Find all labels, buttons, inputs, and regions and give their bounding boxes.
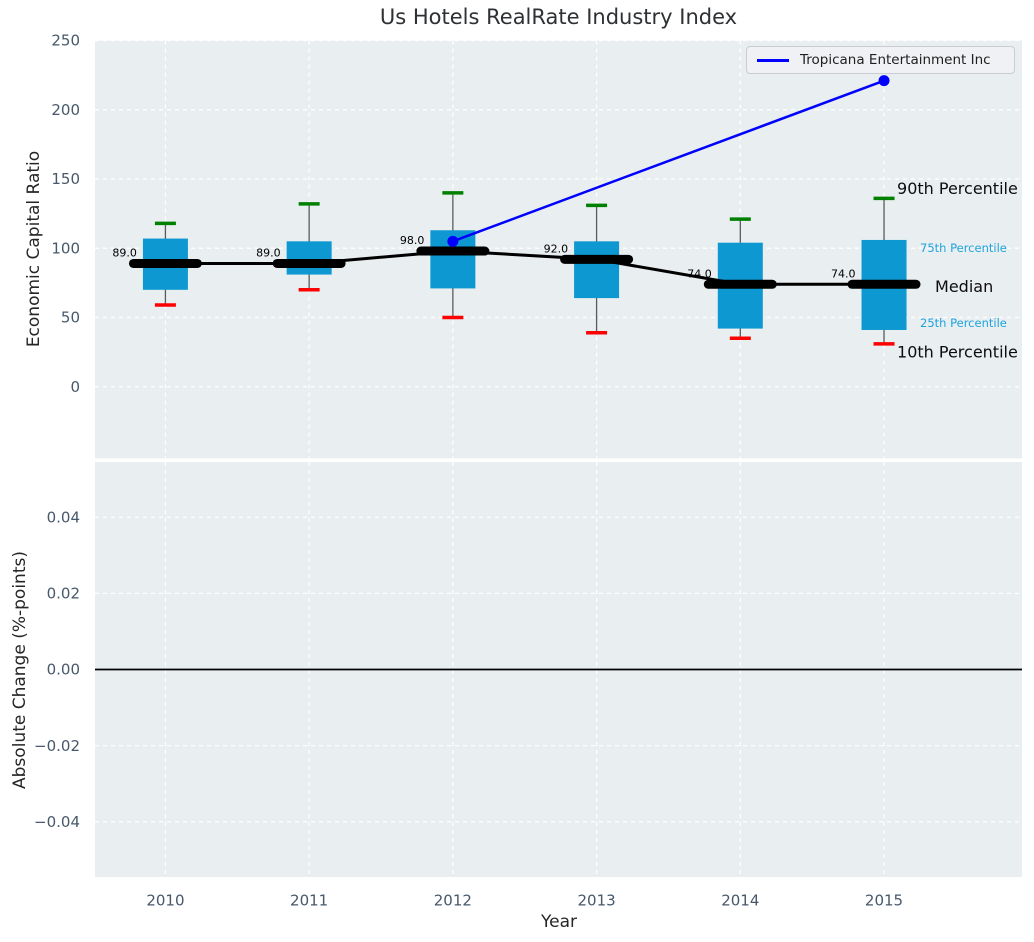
- x-tick-label: 2015: [865, 892, 903, 910]
- top-y-tick-label: 100: [51, 239, 80, 257]
- top-y-tick-label: 50: [61, 309, 80, 327]
- median-value-annotation: 98.0: [400, 234, 425, 247]
- top-y-tick-label: 250: [51, 32, 80, 50]
- chart-title: Us Hotels RealRate Industry Index: [379, 5, 738, 29]
- top-y-tick-label: 0: [70, 378, 80, 396]
- x-tick-label: 2014: [721, 892, 759, 910]
- median-value-annotation: 74.0: [687, 267, 712, 280]
- x-tick-label: 2010: [146, 892, 184, 910]
- percentile-label-median: Median: [935, 277, 993, 296]
- median-value-annotation: 74.0: [831, 267, 856, 280]
- legend-label: Tropicana Entertainment Inc: [800, 52, 991, 68]
- x-axis-label: Year: [541, 912, 577, 932]
- x-tick-label: 2011: [290, 892, 328, 910]
- bottom-y-tick-label: 0.02: [47, 585, 80, 603]
- top-y-tick-label: 150: [51, 170, 80, 188]
- median-value-annotation: 92.0: [544, 242, 569, 255]
- top-y-tick-label: 200: [51, 101, 80, 119]
- company-line: [452, 79, 885, 243]
- bottom-y-tick-label: −0.02: [34, 737, 80, 755]
- median-value-annotation: 89.0: [256, 246, 281, 259]
- company-marker: [447, 235, 459, 247]
- legend-line-sample: [757, 58, 789, 62]
- iqr-box: [286, 241, 332, 275]
- box-group-2013: [574, 203, 620, 335]
- percentile-label-p10: 10th Percentile: [897, 342, 1018, 361]
- company-marker: [878, 75, 890, 87]
- tick-labels: 0 50 100 150 200 250 0.04 0.02 0.00 −0.02 −0.04 201…: [34, 32, 903, 910]
- box-group-2011: [286, 202, 332, 292]
- iqr-box: [574, 241, 620, 299]
- bottom-y-tick-label: 0.04: [47, 508, 80, 526]
- x-tick-label: 2012: [434, 892, 472, 910]
- bottom-y-tick-label: −0.04: [34, 813, 80, 831]
- company-series: [447, 75, 890, 247]
- boxplot-layer: 89.0 89.0 98.0 92.0 74.0 74.0: [112, 191, 921, 346]
- legend: Tropicana Entertainment Inc: [746, 46, 1015, 74]
- percentile-label-p75: 75th Percentile: [920, 241, 1007, 255]
- x-tick-label: 2013: [577, 892, 615, 910]
- percentile-label-p90: 90th Percentile: [897, 179, 1018, 198]
- percentile-label-p25: 25th Percentile: [920, 316, 1007, 330]
- median-value-annotation: 89.0: [112, 246, 137, 259]
- bottom-y-tick-label: 0.00: [47, 661, 80, 679]
